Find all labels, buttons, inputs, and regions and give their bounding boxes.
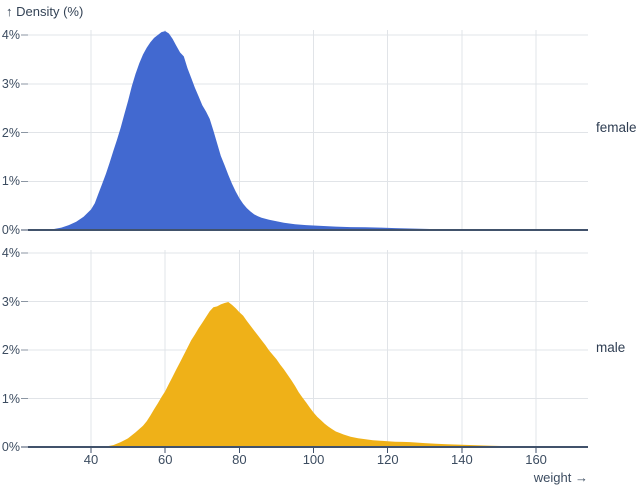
y-axis-title: ↑ Density (%) — [6, 4, 84, 19]
y-tick-label: 2% — [1, 343, 20, 357]
y-tick-label: 0% — [1, 440, 20, 454]
density-area-female — [46, 31, 588, 230]
y-tick-label: 3% — [1, 76, 20, 91]
y-tick-label: 3% — [1, 294, 20, 309]
x-axis-title: weight → — [533, 470, 588, 485]
y-tick-label: 1% — [1, 391, 20, 406]
y-tick-label: 4% — [1, 28, 20, 42]
x-tick-label: 140 — [451, 452, 473, 467]
y-tick-label: 2% — [1, 125, 20, 140]
y-tick-label: 0% — [1, 223, 20, 237]
x-tick-label: 60 — [157, 452, 173, 467]
y-tick-label: 1% — [1, 174, 20, 189]
x-tick-label: 160 — [525, 452, 547, 467]
facet-label-female: female — [596, 120, 637, 135]
x-tick-label: 120 — [376, 452, 399, 467]
density-area-male — [98, 302, 588, 447]
x-tick-label: 100 — [302, 452, 325, 467]
facet-label-male: male — [596, 340, 626, 355]
x-tick-label: 80 — [232, 452, 247, 467]
y-tick-label: 4% — [1, 246, 20, 260]
x-tick-label: 40 — [83, 452, 99, 467]
